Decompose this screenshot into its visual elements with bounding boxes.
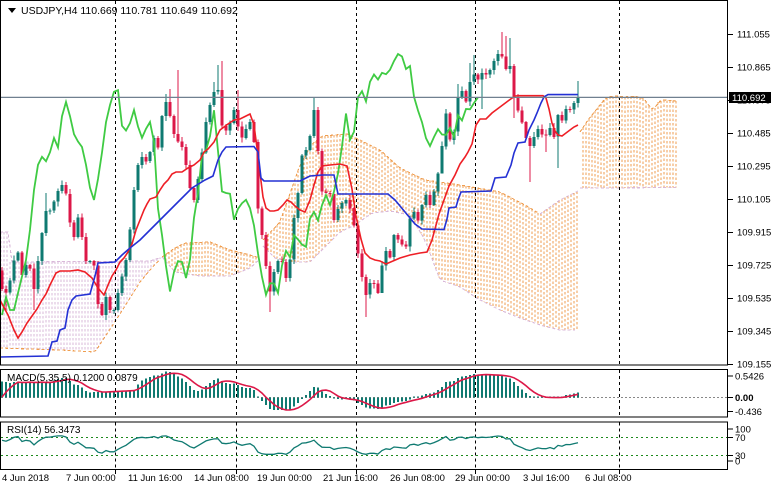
svg-text:19 Jun 00:00: 19 Jun 00:00 [257, 473, 312, 484]
svg-text:3 Jul 16:00: 3 Jul 16:00 [523, 473, 569, 484]
svg-text:6 Jul 08:00: 6 Jul 08:00 [585, 473, 631, 484]
svg-text:110.485: 110.485 [737, 129, 771, 140]
svg-text:109.155: 109.155 [737, 360, 771, 371]
svg-text:70: 70 [735, 433, 746, 444]
svg-text:110.105: 110.105 [737, 195, 771, 206]
svg-text:109.915: 109.915 [737, 228, 771, 239]
svg-text:7 Jun 00:00: 7 Jun 00:00 [66, 473, 116, 484]
svg-text:11 Jun 16:00: 11 Jun 16:00 [128, 473, 182, 484]
svg-text:109.725: 109.725 [737, 261, 771, 272]
svg-text:110.295: 110.295 [737, 162, 771, 173]
svg-text:111.055: 111.055 [737, 30, 770, 41]
svg-text:110.692: 110.692 [732, 93, 766, 104]
svg-text:109.535: 109.535 [737, 294, 771, 305]
svg-text:0: 0 [735, 457, 740, 468]
svg-text:21 Jun 16:00: 21 Jun 16:00 [323, 473, 378, 484]
svg-text:30: 30 [735, 451, 746, 462]
svg-text:USDJPY,H4 110.669 110.781 110: USDJPY,H4 110.669 110.781 110.649 110.69… [21, 5, 238, 17]
svg-text:4 Jun 2018: 4 Jun 2018 [2, 473, 49, 484]
svg-text:MACD(5,35,5) 0.1200 0.0879: MACD(5,35,5) 0.1200 0.0879 [7, 373, 138, 384]
svg-text:-0.436: -0.436 [735, 407, 762, 418]
svg-text:26 Jun 08:00: 26 Jun 08:00 [390, 473, 445, 484]
svg-text:RSI(14) 56.3473: RSI(14) 56.3473 [7, 425, 81, 436]
svg-text:14 Jun 08:00: 14 Jun 08:00 [194, 473, 249, 484]
svg-text:0.5426: 0.5426 [735, 372, 764, 383]
svg-text:29 Jun 00:00: 29 Jun 00:00 [455, 473, 510, 484]
svg-text:100: 100 [735, 424, 751, 435]
svg-text:110.865: 110.865 [737, 63, 771, 74]
svg-text:109.345: 109.345 [737, 327, 771, 338]
svg-text:0.00: 0.00 [735, 393, 754, 404]
